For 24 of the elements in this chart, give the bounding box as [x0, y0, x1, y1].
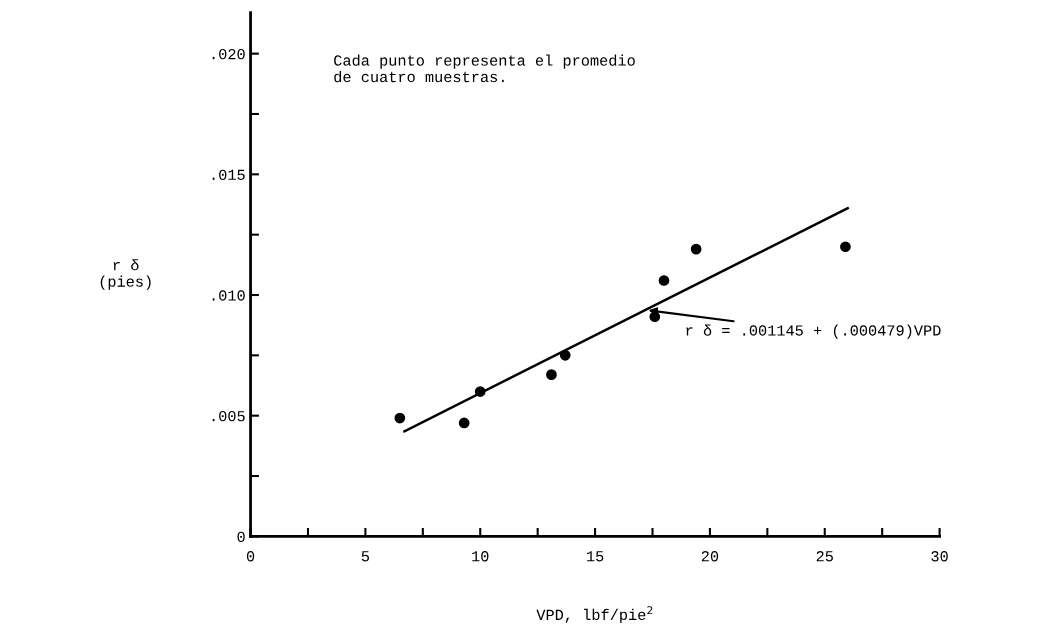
x-tick-label: 20 — [701, 551, 719, 562]
point — [474, 386, 486, 397]
x-tick-label: 5 — [361, 551, 370, 562]
x-tick-label: 25 — [816, 551, 833, 562]
y-tick-label: .015 — [212, 169, 245, 181]
point — [546, 369, 557, 380]
y-tick-label: .010 — [212, 290, 245, 301]
point — [658, 275, 670, 286]
y-tick-label: 0 — [237, 531, 245, 543]
annotation: r δ = .001145 + (.000479)VPD — [686, 324, 941, 339]
y-axis-title: r δ (pies) — [100, 259, 151, 290]
y-tick-label: .020 — [212, 48, 245, 60]
point — [458, 417, 470, 429]
point — [840, 241, 851, 253]
x-tick-label: 30 — [931, 551, 948, 562]
point — [559, 349, 571, 361]
point — [690, 243, 702, 255]
x-axis-title: VPD, lbf/pie$^{2}$ — [536, 606, 653, 624]
x-tick-label: 15 — [587, 551, 604, 562]
x-tick-label: 0 — [246, 551, 255, 562]
annotation: Cada punto representa el promedio de cuatro muestras. — [334, 54, 635, 83]
y-tick-label: .005 — [212, 410, 245, 422]
x-tick-label: 10 — [472, 551, 489, 562]
point — [394, 412, 406, 424]
